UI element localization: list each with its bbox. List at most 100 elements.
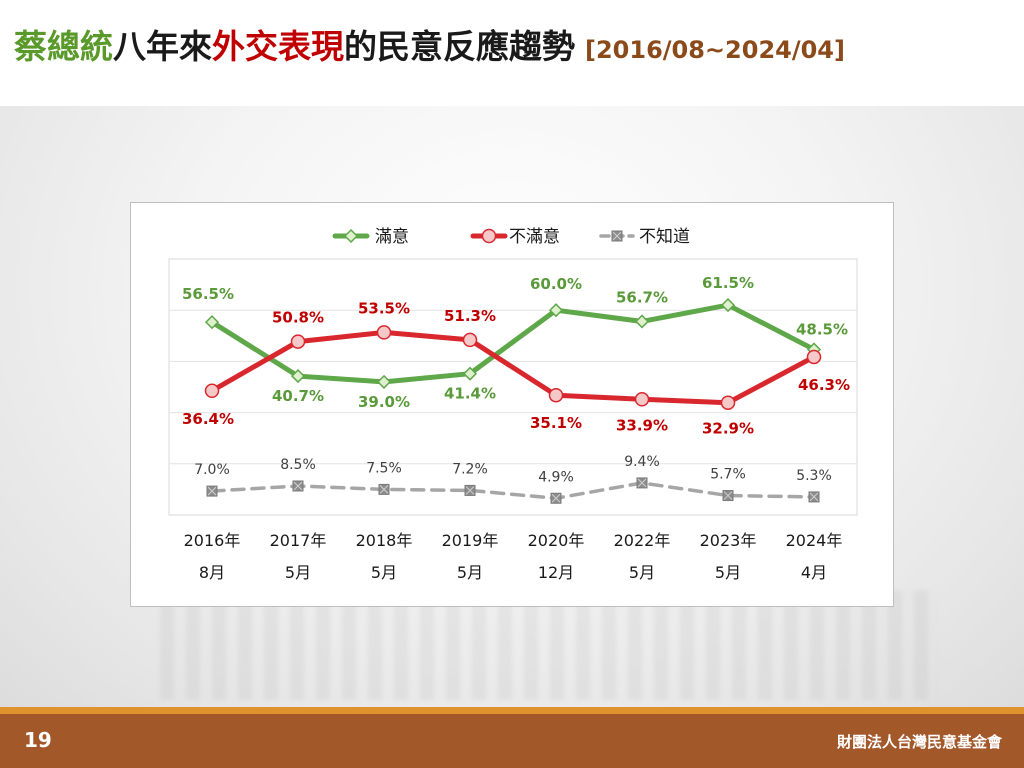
x-tick-label: 2017年 5月	[270, 531, 327, 582]
x-tick-year: 2020年	[528, 531, 585, 550]
plot-border	[168, 258, 858, 516]
title-part-trend: 的民意反應趨勢	[344, 27, 575, 66]
point-marker	[634, 392, 650, 407]
point-marker	[722, 490, 734, 502]
x-tick-label: 2018年 5月	[356, 531, 413, 582]
data-label-unknown: 7.5%	[366, 460, 402, 476]
x-tick-label: 2020年 12月	[528, 531, 585, 582]
point-marker	[550, 492, 562, 504]
title-bar: 蔡總統八年來外交表現的民意反應趨勢 [2016/08~2024/04]	[0, 0, 1024, 106]
series-unknown	[206, 477, 820, 504]
data-label-unknown: 5.7%	[710, 467, 746, 483]
title-date-range: [2016/08~2024/04]	[585, 36, 845, 64]
point-marker	[464, 484, 476, 496]
series-line-satisfied	[209, 302, 817, 385]
x-axis-labels: 2016年 8月 2017年 5月 2018年 5月 2019年 5月 2020年 12月 2022…	[184, 531, 843, 582]
point-marker	[290, 369, 306, 384]
point-marker-cross	[551, 493, 561, 503]
legend-item-dissatisfied: 不滿意	[470, 227, 560, 247]
x-tick-label: 2022年 5月	[614, 531, 671, 582]
data-label-dissatisfied: 46.3%	[798, 376, 850, 394]
data-label-dissatisfied: 35.1%	[530, 414, 582, 432]
crowd-silhouette-decoration	[160, 590, 940, 700]
title-part-topic: 外交表現	[212, 27, 344, 66]
point-marker	[292, 480, 304, 492]
data-label-unknown: 9.4%	[624, 454, 660, 470]
x-tick-month: 5月	[629, 563, 655, 582]
title-part-president: 蔡總統	[14, 27, 113, 66]
x-tick-year: 2022年	[614, 531, 671, 550]
x-tick-year: 2024年	[786, 531, 843, 550]
x-tick-label: 2019年 5月	[442, 531, 499, 582]
data-label-dissatisfied: 50.8%	[272, 309, 324, 327]
data-label-satisfied: 39.0%	[358, 393, 410, 411]
point-marker	[462, 366, 478, 381]
data-label-satisfied: 41.4%	[444, 385, 496, 403]
x-tick-month: 4月	[801, 563, 827, 582]
x-tick-year: 2018年	[356, 531, 413, 550]
point-marker	[636, 477, 648, 489]
point-marker-cross	[637, 478, 647, 488]
plot-area	[168, 258, 858, 516]
x-tick-month: 12月	[538, 563, 574, 582]
x-tick-month: 5月	[715, 563, 741, 582]
point-marker	[378, 483, 390, 495]
point-marker	[548, 303, 564, 318]
x-tick-label: 2024年 4月	[786, 531, 843, 582]
series-dissatisfied	[204, 325, 822, 410]
data-labels-layer: 56.5% 40.7% 39.0% 41.4% 60.0% 56.7% 61.5% 48.5%…	[182, 274, 850, 485]
x-tick-year: 2017年	[270, 531, 327, 550]
series-layer	[204, 298, 822, 504]
point-marker	[343, 228, 359, 244]
x-tick-label: 2023年 5月	[700, 531, 757, 582]
data-label-satisfied: 56.7%	[616, 288, 668, 306]
footer-bar: 19 財團法人台灣民意基金會	[0, 714, 1024, 768]
data-label-dissatisfied: 33.9%	[616, 416, 668, 434]
page-number: 19	[24, 728, 52, 752]
footer-stripe	[0, 707, 1024, 714]
x-tick-month: 8月	[199, 563, 225, 582]
series-line-unknown	[210, 481, 816, 501]
point-marker	[204, 315, 220, 330]
legend-label: 滿意	[375, 227, 409, 247]
point-marker	[611, 230, 623, 242]
point-marker	[204, 383, 220, 399]
point-marker	[290, 334, 306, 349]
legend-label: 不知道	[639, 227, 690, 247]
data-label-unknown: 4.9%	[538, 469, 574, 485]
point-marker-cross	[293, 481, 303, 491]
data-label-satisfied: 56.5%	[182, 285, 234, 303]
data-label-dissatisfied: 32.9%	[702, 420, 754, 438]
data-label-unknown: 8.5%	[280, 457, 316, 473]
x-tick-month: 5月	[457, 563, 483, 582]
point-marker	[481, 228, 497, 244]
organization-name: 財團法人台灣民意基金會	[836, 733, 1002, 751]
point-marker-cross	[809, 492, 819, 502]
x-tick-month: 5月	[371, 563, 397, 582]
title-part-years: 八年來	[113, 27, 212, 66]
point-marker-cross	[207, 486, 217, 496]
data-label-satisfied: 48.5%	[796, 320, 848, 338]
point-marker	[462, 332, 478, 348]
data-label-satisfied: 61.5%	[702, 274, 754, 292]
data-label-dissatisfied: 51.3%	[444, 307, 496, 325]
point-marker-cross	[612, 231, 622, 241]
point-marker-cross	[723, 491, 733, 500]
data-label-satisfied: 60.0%	[530, 275, 582, 293]
point-marker	[206, 485, 218, 497]
point-marker	[720, 395, 736, 410]
legend-item-satisfied: 滿意	[332, 227, 409, 247]
point-marker-cross	[465, 486, 475, 495]
point-marker	[806, 349, 822, 365]
line-chart: 滿意 不滿意 不知道 56.5% 40.7% 39.0% 41.4% 60.0% 56.7% 6…	[168, 227, 858, 582]
data-label-satisfied: 40.7%	[272, 387, 324, 405]
x-tick-month: 5月	[285, 563, 311, 582]
series-line-dissatisfied	[209, 329, 817, 406]
point-marker	[720, 298, 736, 313]
x-tick-year: 2016年	[184, 531, 241, 550]
point-marker	[376, 374, 392, 389]
slide-title: 蔡總統八年來外交表現的民意反應趨勢 [2016/08~2024/04]	[14, 22, 845, 72]
chart-frame: 滿意 不滿意 不知道 56.5% 40.7% 39.0% 41.4% 60.0% 56.7% 6…	[130, 202, 894, 607]
point-marker	[634, 314, 650, 329]
legend-item-unknown: 不知道	[599, 227, 690, 247]
